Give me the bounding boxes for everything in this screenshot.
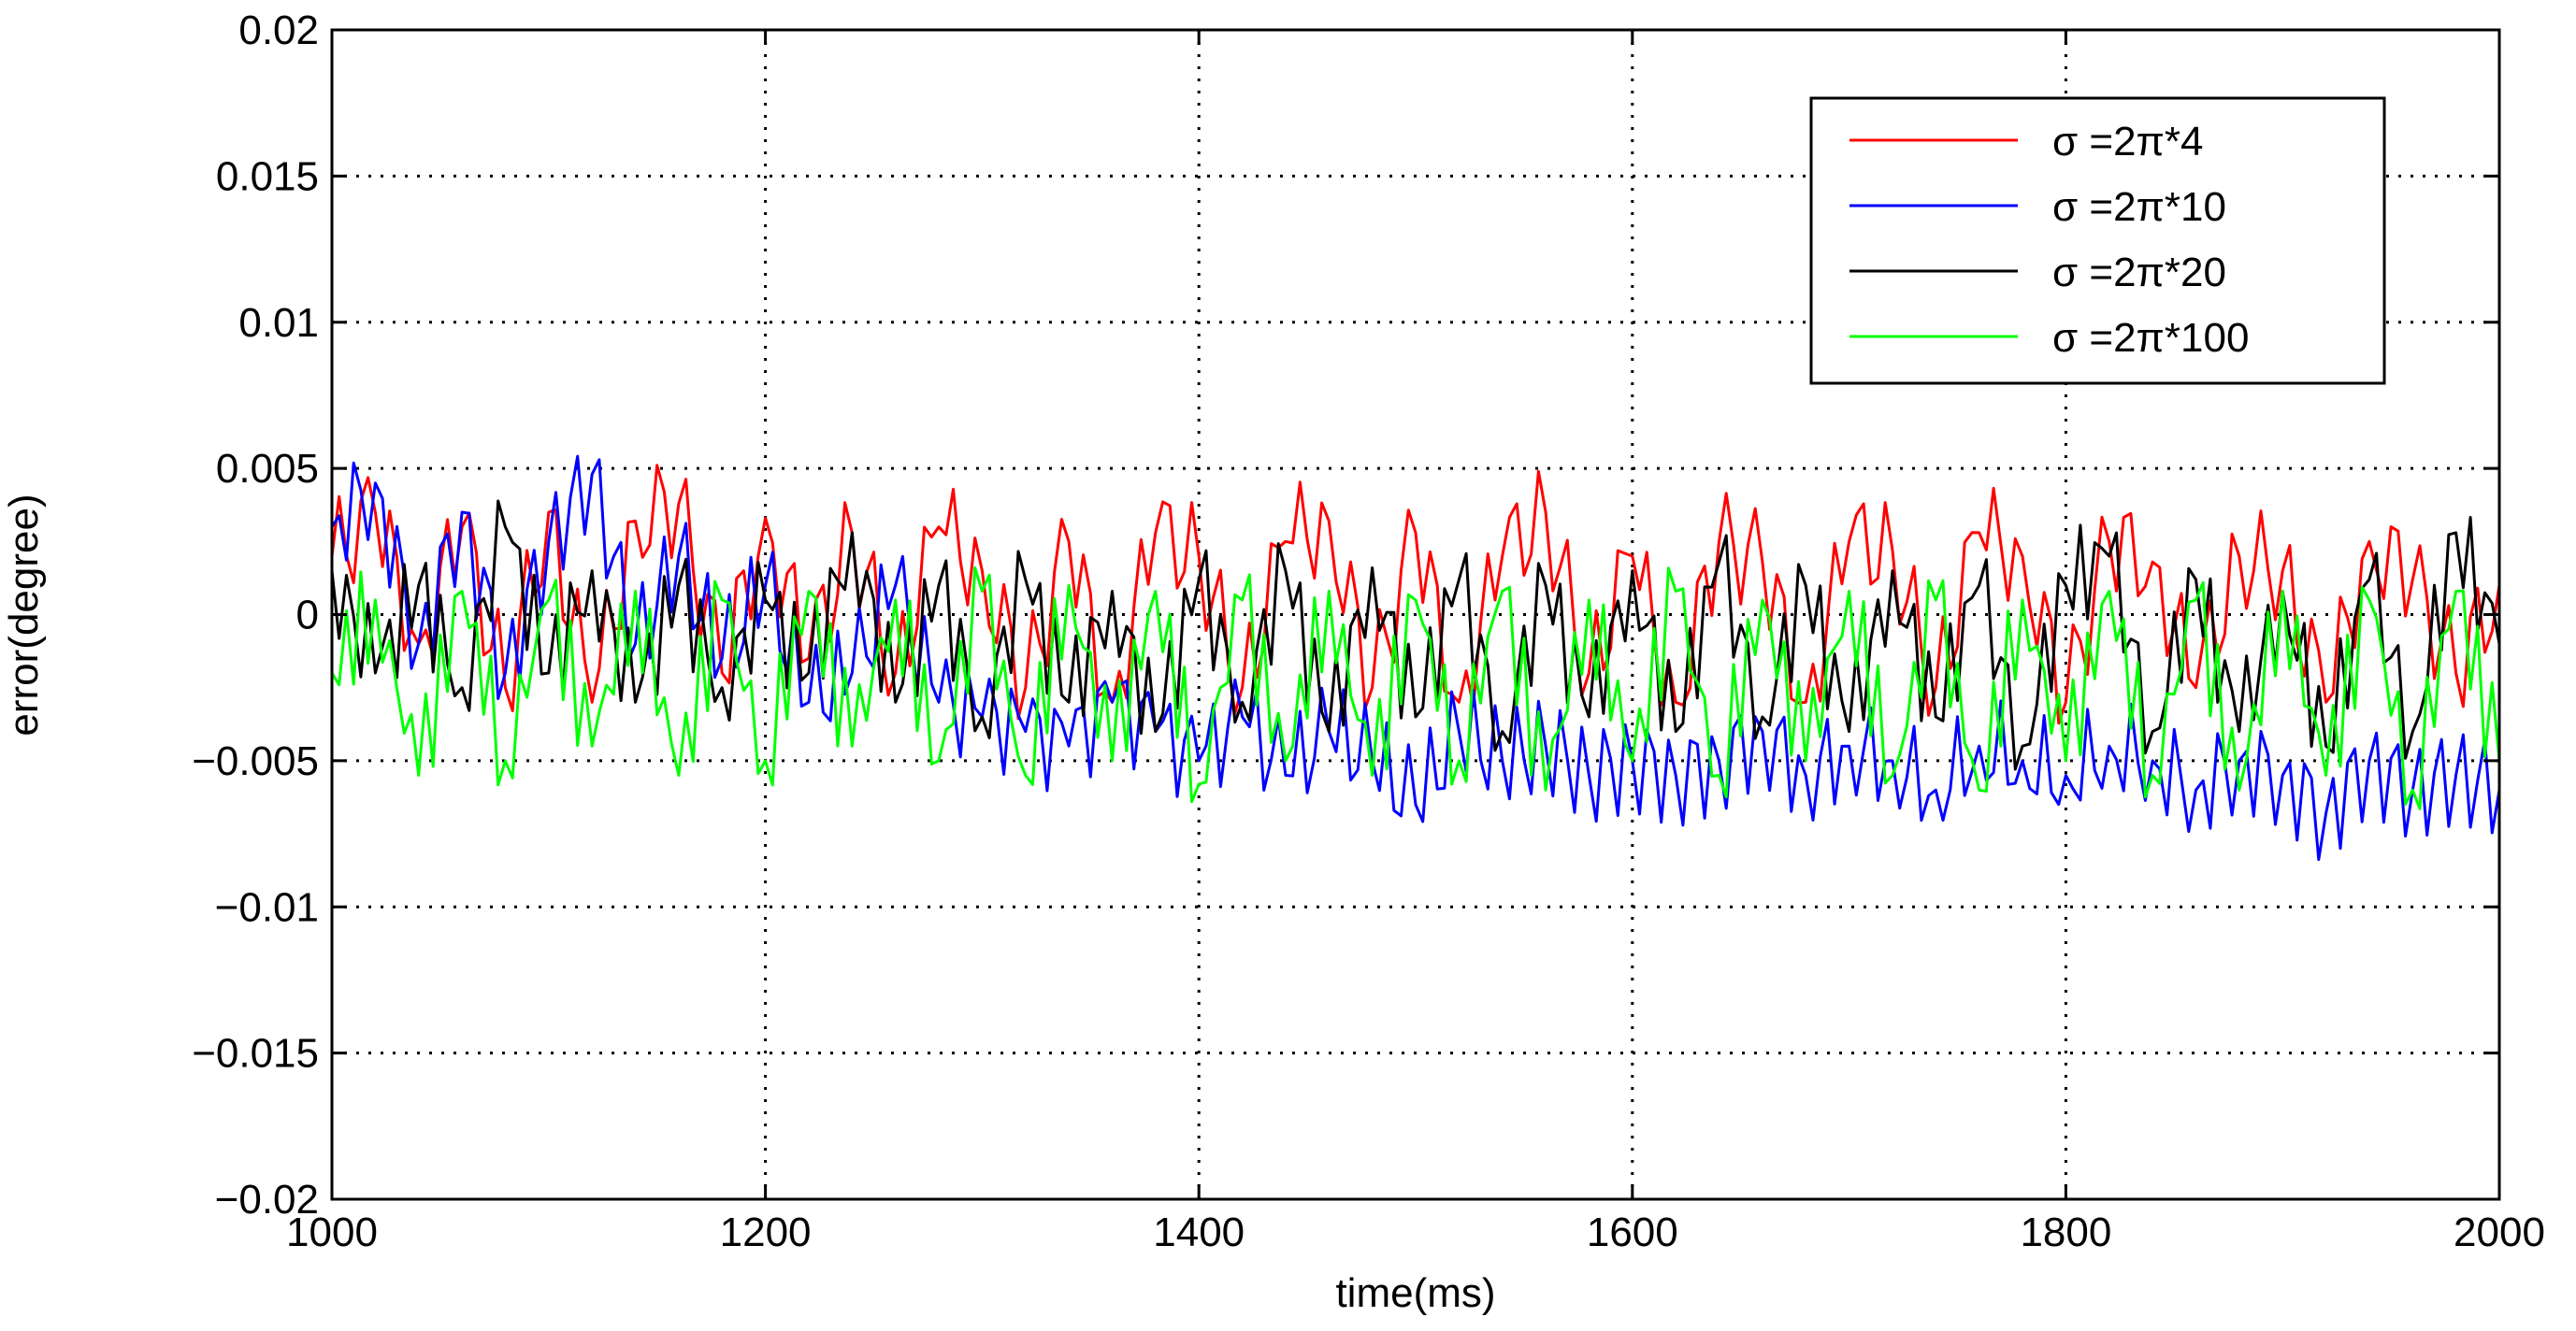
y-tick-label: 0 [296,593,319,638]
series-line-4 [332,565,2499,810]
y-tick-label: −0.005 [192,738,319,784]
x-tick-label: 1800 [2020,1209,2111,1255]
x-axis-label: time(ms) [1335,1270,1495,1316]
series-line-3 [332,499,2499,771]
y-tick-label: −0.01 [215,884,319,930]
y-tick-label: 0.005 [216,446,319,492]
x-tick-label: 1400 [1153,1209,1245,1255]
y-tick-label: −0.015 [192,1031,319,1077]
x-tick-label: 1200 [720,1209,812,1255]
y-tick-label: −0.02 [215,1177,319,1223]
legend-label: σ =2π*20 [2052,250,2226,295]
y-tick-label: 0.01 [238,300,319,346]
x-tick-label: 1000 [286,1209,378,1255]
series-lines [332,454,2499,862]
y-tick-label: 0.02 [238,7,319,53]
y-tick-label: 0.015 [216,153,319,199]
legend-label: σ =2π*10 [2052,184,2226,230]
axis-ticks: 1000 1200 1400 1600 1800 2000 0.02 0.015 0.01 0.0… [192,7,2545,1255]
legend: σ =2π*4 σ =2π*10 σ =2π*20 σ =2π*100 [1809,96,2386,385]
legend-label: σ =2π*4 [2052,119,2204,165]
legend-label: σ =2π*100 [2052,315,2249,361]
y-axis-label: error(degree) [1,494,47,736]
series-line-2 [332,454,2499,862]
x-tick-label: 1600 [1587,1209,1678,1255]
x-tick-label: 2000 [2454,1209,2545,1255]
series-line-1 [332,464,2499,725]
